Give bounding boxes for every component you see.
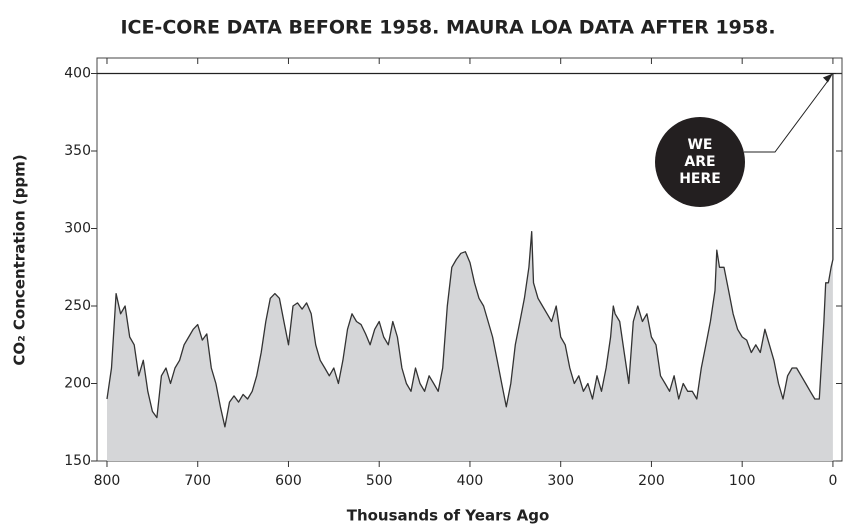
- x-axis-label: Thousands of Years Ago: [347, 507, 550, 525]
- x-tick-label: 800: [94, 473, 121, 489]
- x-tick-label: 700: [184, 473, 211, 489]
- x-tick-label: 400: [457, 473, 484, 489]
- y-tick-label: 400: [64, 66, 91, 82]
- data-line: [106, 73, 834, 428]
- x-tick-label: 200: [638, 473, 665, 489]
- x-tick-label: 300: [547, 473, 574, 489]
- annotation-arrow: [744, 79, 830, 153]
- y-tick-label: 250: [64, 298, 91, 314]
- x-tick-label: 0: [828, 473, 837, 489]
- y-tick-label: 350: [64, 143, 91, 159]
- arrow-head: [822, 73, 833, 83]
- chart-title: ICE-CORE DATA BEFORE 1958. MAURA LOA DAT…: [120, 17, 775, 39]
- y-tick-label: 150: [64, 453, 91, 469]
- annotation-text: ARE: [684, 154, 715, 170]
- x-tick-label: 100: [729, 473, 756, 489]
- area-fill: [107, 73, 833, 461]
- y-tick-label: 200: [64, 376, 91, 392]
- y-tick-label: 300: [64, 221, 91, 237]
- x-tick-label: 500: [366, 473, 393, 489]
- annotation-text: HERE: [679, 171, 721, 187]
- annotation-text: WE: [687, 137, 712, 153]
- y-axis-label: CO₂ Concentration (ppm): [11, 154, 29, 365]
- annotation-circle: [655, 117, 745, 207]
- x-tick-label: 600: [275, 473, 302, 489]
